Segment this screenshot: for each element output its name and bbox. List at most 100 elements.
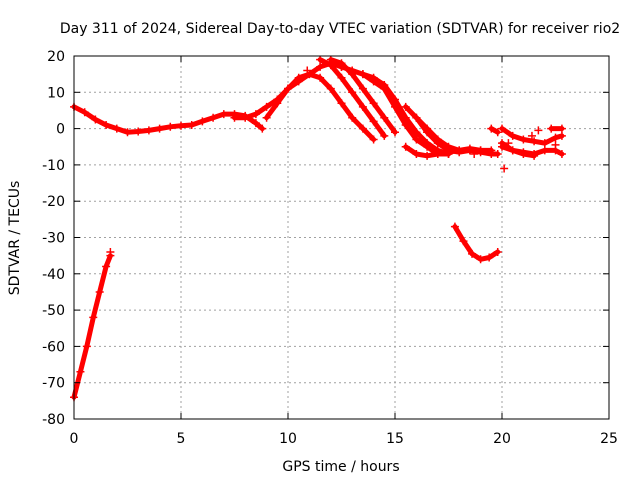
data-point	[498, 124, 506, 133]
data-point	[493, 150, 502, 159]
data-point	[476, 146, 485, 155]
x-axis-tick-labels: 0 5 10 15 20 25	[70, 431, 618, 447]
data-point	[423, 151, 432, 160]
data-point	[391, 95, 399, 104]
data-point	[348, 66, 357, 75]
data-point	[369, 73, 378, 82]
data-point	[557, 150, 566, 159]
data-point	[470, 150, 479, 159]
data-point	[557, 131, 566, 140]
scatter-outliers	[106, 66, 560, 257]
data-point	[284, 84, 292, 93]
data-point	[423, 139, 432, 148]
data-point	[412, 128, 421, 137]
data-point	[82, 342, 91, 351]
data-point	[303, 66, 312, 75]
data-point	[485, 253, 494, 262]
data-point	[95, 287, 104, 296]
data-point	[358, 102, 367, 111]
data-point	[89, 313, 98, 322]
y-tick-label: 0	[56, 122, 65, 138]
data-point	[508, 146, 517, 155]
data-arc-17	[547, 124, 566, 133]
data-point	[380, 131, 389, 140]
data-point	[412, 135, 421, 144]
data-point	[519, 135, 528, 144]
data-point	[401, 113, 410, 122]
data-arc-12	[450, 222, 502, 264]
data-point	[91, 115, 100, 124]
data-point	[508, 131, 517, 140]
y-tick-label: -80	[42, 412, 65, 428]
x-axis-title: GPS time / hours	[282, 459, 399, 475]
data-point	[476, 255, 485, 264]
y-tick-label: -10	[42, 158, 65, 174]
data-arc-5	[316, 55, 389, 140]
data-point	[450, 222, 459, 231]
data-point	[369, 99, 378, 108]
data-point	[219, 110, 228, 119]
data-point	[487, 124, 496, 133]
data-point	[316, 55, 325, 64]
data-arc-13	[487, 124, 502, 137]
data-point	[423, 124, 432, 133]
data-point	[380, 113, 389, 122]
data-arc-14	[498, 124, 566, 148]
data-point	[187, 120, 196, 129]
data-point	[401, 142, 410, 151]
data-arc-1	[70, 251, 115, 402]
grid-lines	[74, 56, 609, 419]
data-arc-11	[401, 142, 496, 160]
data-point	[273, 99, 282, 108]
data-point	[337, 73, 346, 82]
y-tick-label: -20	[42, 194, 65, 210]
data-point	[391, 128, 399, 137]
y-tick-label: -60	[42, 339, 65, 355]
data-point	[465, 144, 474, 153]
data-point	[534, 126, 543, 135]
data-point	[369, 117, 378, 126]
data-point	[455, 146, 464, 155]
data-point	[519, 150, 528, 159]
data-point	[433, 135, 442, 144]
data-point	[258, 124, 267, 133]
y-tick-label: -70	[42, 376, 65, 392]
data-point	[262, 113, 271, 122]
data-point	[358, 124, 367, 133]
x-tick-label: 25	[600, 431, 618, 447]
data-point	[166, 122, 175, 131]
y-tick-label: -50	[42, 303, 65, 319]
data-point	[155, 124, 164, 133]
data-point	[504, 139, 513, 148]
data-point	[348, 113, 357, 122]
data-point	[493, 248, 502, 257]
chart-title: Day 311 of 2024, Sidereal Day-to-day VTE…	[60, 21, 620, 37]
data-point	[444, 148, 453, 157]
data-point	[262, 102, 271, 111]
data-point	[177, 121, 185, 130]
data-point	[230, 113, 239, 122]
x-tick-label: 10	[279, 431, 297, 447]
x-tick-label: 5	[177, 431, 186, 447]
data-point	[547, 124, 556, 133]
data-point	[551, 140, 560, 149]
data-point	[540, 139, 549, 148]
data-point	[251, 119, 260, 128]
data-series	[70, 55, 566, 402]
series-trace	[452, 224, 501, 262]
y-tick-label: 10	[47, 85, 65, 101]
data-point	[369, 135, 378, 144]
data-point	[500, 164, 509, 173]
data-point	[80, 108, 89, 117]
y-tick-label: -40	[42, 267, 65, 283]
data-point	[209, 113, 218, 122]
data-point	[106, 248, 115, 257]
data-point	[76, 367, 85, 376]
data-point	[102, 262, 111, 271]
data-point	[316, 73, 325, 82]
data-point	[198, 117, 207, 126]
data-point	[530, 151, 539, 160]
data-point	[102, 120, 111, 129]
